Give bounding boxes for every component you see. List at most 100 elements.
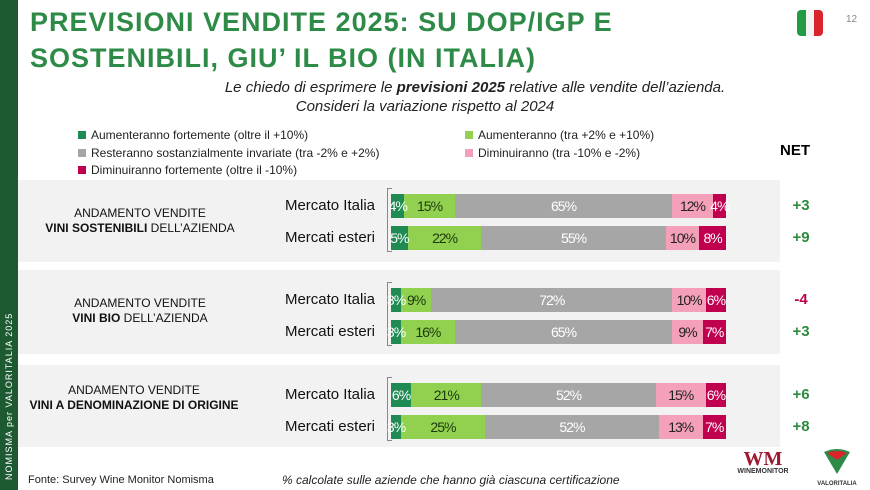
legend-label: Diminuiranno fortemente (oltre il -10%) bbox=[91, 163, 298, 177]
data-label: 3% bbox=[386, 324, 406, 340]
bar-segment: 5% bbox=[390, 226, 410, 250]
subtitle-text: relative alle vendite dell’azienda. bbox=[505, 79, 726, 96]
stacked-bar: 3% 25% 52% 13% 7% bbox=[387, 415, 726, 439]
side-text: NOMISMA per VALORITALIA 2025 bbox=[4, 312, 14, 480]
data-label: 13% bbox=[668, 419, 694, 435]
net-value: +3 bbox=[792, 323, 810, 340]
legend-item: Aumenteranno (tra +2% e +10%) bbox=[465, 128, 654, 142]
net-value: +6 bbox=[792, 386, 810, 403]
row-label: Mercato Italia bbox=[284, 386, 375, 403]
data-label: 65% bbox=[551, 198, 577, 214]
group-label-rest: DELL’AZIENDA bbox=[120, 311, 208, 325]
legend-label: Diminuiranno (tra -10% e -2%) bbox=[478, 146, 641, 160]
data-label: 10% bbox=[669, 230, 696, 246]
data-label: 15% bbox=[668, 387, 694, 403]
page-number: 12 bbox=[846, 14, 858, 25]
winemonitor-logo: WM WINEMONITOR bbox=[737, 448, 789, 475]
bar-segment: 10% bbox=[672, 288, 706, 312]
bar-segment: 8% bbox=[699, 226, 726, 250]
legend-swatch bbox=[465, 149, 473, 157]
subtitle-text: Le chiedo di esprimere le bbox=[224, 79, 397, 96]
data-label: 21% bbox=[433, 387, 460, 403]
data-label: 65% bbox=[551, 324, 577, 340]
data-label: 52% bbox=[556, 387, 582, 403]
valoritalia-logo: VALORITALIA bbox=[812, 448, 862, 487]
data-label: 16% bbox=[415, 324, 441, 340]
bar-segment: 3% bbox=[387, 415, 406, 439]
data-label: 4% bbox=[388, 198, 408, 214]
data-label: 12% bbox=[679, 198, 706, 214]
title-line: PREVISIONI VENDITE 2025: SU DOP/IGP E bbox=[30, 7, 613, 37]
group-label: ANDAMENTO VENDITE VINI BIO DELL’AZIENDA bbox=[40, 296, 240, 326]
bar-segment: 6% bbox=[391, 383, 411, 407]
legend-swatch bbox=[78, 166, 86, 174]
italy-flag-icon bbox=[797, 10, 823, 36]
data-label: 25% bbox=[430, 419, 456, 435]
net-header: NET bbox=[780, 142, 810, 159]
data-label: 3% bbox=[386, 419, 406, 435]
bar-segment: 10% bbox=[665, 226, 700, 250]
group-label-bold: VINI A DENOMINAZIONE DI ORIGINE bbox=[29, 398, 239, 412]
data-label: 52% bbox=[559, 419, 585, 435]
net-value: -4 bbox=[794, 291, 808, 308]
legend-item: Diminuiranno (tra -10% e -2%) bbox=[465, 146, 640, 160]
bar-segment: 22% bbox=[407, 226, 482, 250]
bar-segment: 25% bbox=[401, 415, 485, 439]
bar-segment: 7% bbox=[702, 320, 726, 344]
data-label: 6% bbox=[391, 387, 411, 403]
bar-segment: 21% bbox=[411, 383, 482, 407]
data-label: 3% bbox=[386, 292, 406, 308]
legend-label: Aumenteranno fortemente (oltre il +10%) bbox=[91, 128, 309, 142]
data-label: 55% bbox=[561, 230, 587, 246]
group-label-line: ANDAMENTO VENDITE bbox=[68, 383, 200, 397]
legend-item: Diminuiranno fortemente (oltre il -10%) bbox=[78, 163, 297, 177]
group-label-bold: VINI SOSTENIBILI bbox=[45, 221, 148, 235]
data-label: 6% bbox=[706, 387, 726, 403]
group-label-rest: DELL’AZIENDA bbox=[147, 221, 235, 235]
data-label: 5% bbox=[390, 230, 409, 246]
page-title: PREVISIONI VENDITE 2025: SU DOP/IGP E SOS… bbox=[30, 4, 613, 76]
legend-item: Aumenteranno fortemente (oltre il +10%) bbox=[78, 128, 308, 142]
row-label: Mercato Italia bbox=[284, 291, 375, 308]
bar-segment: 52% bbox=[481, 383, 656, 407]
legend-swatch bbox=[78, 131, 86, 139]
bar-segment: 6% bbox=[705, 383, 726, 407]
row-label: Mercati esteri bbox=[284, 323, 375, 340]
stacked-bar: 6% 21% 52% 15% 6% bbox=[391, 383, 726, 407]
legend-label: Resteranno sostanzialmente invariate (tr… bbox=[91, 146, 380, 160]
bar-segment: 15% bbox=[404, 194, 455, 218]
data-label: 4% bbox=[710, 198, 729, 214]
net-value: +3 bbox=[792, 197, 810, 214]
data-label: 9% bbox=[407, 292, 426, 308]
bar-segment: 3% bbox=[387, 288, 406, 312]
bar-segment: 6% bbox=[705, 288, 726, 312]
bar-segment: 65% bbox=[454, 320, 673, 344]
bar-segment: 4% bbox=[710, 194, 729, 218]
data-label: 7% bbox=[705, 324, 724, 340]
subtitle: Le chiedo di esprimere le previsioni 202… bbox=[80, 79, 870, 97]
group-label-line: ANDAMENTO VENDITE bbox=[74, 206, 206, 220]
legend-swatch bbox=[465, 131, 473, 139]
subtitle-bold: previsioni 2025 bbox=[396, 79, 506, 96]
data-label: 72% bbox=[539, 292, 565, 308]
data-label: 9% bbox=[678, 324, 697, 340]
bar-segment: 9% bbox=[672, 320, 703, 344]
stacked-bar: 5% 22% 55% 10% 8% bbox=[390, 226, 726, 250]
bar-segment: 13% bbox=[658, 415, 703, 439]
row-label: Mercati esteri bbox=[284, 418, 375, 435]
title-line: SOSTENIBILI, GIU’ IL BIO (IN ITALIA) bbox=[30, 43, 537, 73]
legend-swatch bbox=[78, 149, 86, 157]
group-label: ANDAMENTO VENDITE VINI SOSTENIBILI DELL’A… bbox=[40, 206, 240, 236]
bar-segment: 3% bbox=[387, 320, 406, 344]
bar-segment: 65% bbox=[454, 194, 673, 218]
axis-bracket bbox=[387, 188, 392, 252]
footer-source: Fonte: Survey Wine Monitor Nomisma bbox=[28, 474, 214, 486]
net-value: +9 bbox=[792, 229, 810, 246]
side-band: NOMISMA per VALORITALIA 2025 bbox=[0, 0, 18, 490]
stacked-bar: 4% 15% 65% 12% 4% bbox=[388, 194, 729, 218]
legend-label: Aumenteranno (tra +2% e +10%) bbox=[478, 128, 655, 142]
data-label: 6% bbox=[706, 292, 726, 308]
data-label: 15% bbox=[417, 198, 443, 214]
group-label-line: ANDAMENTO VENDITE bbox=[74, 296, 206, 310]
bar-segment: 4% bbox=[388, 194, 408, 218]
